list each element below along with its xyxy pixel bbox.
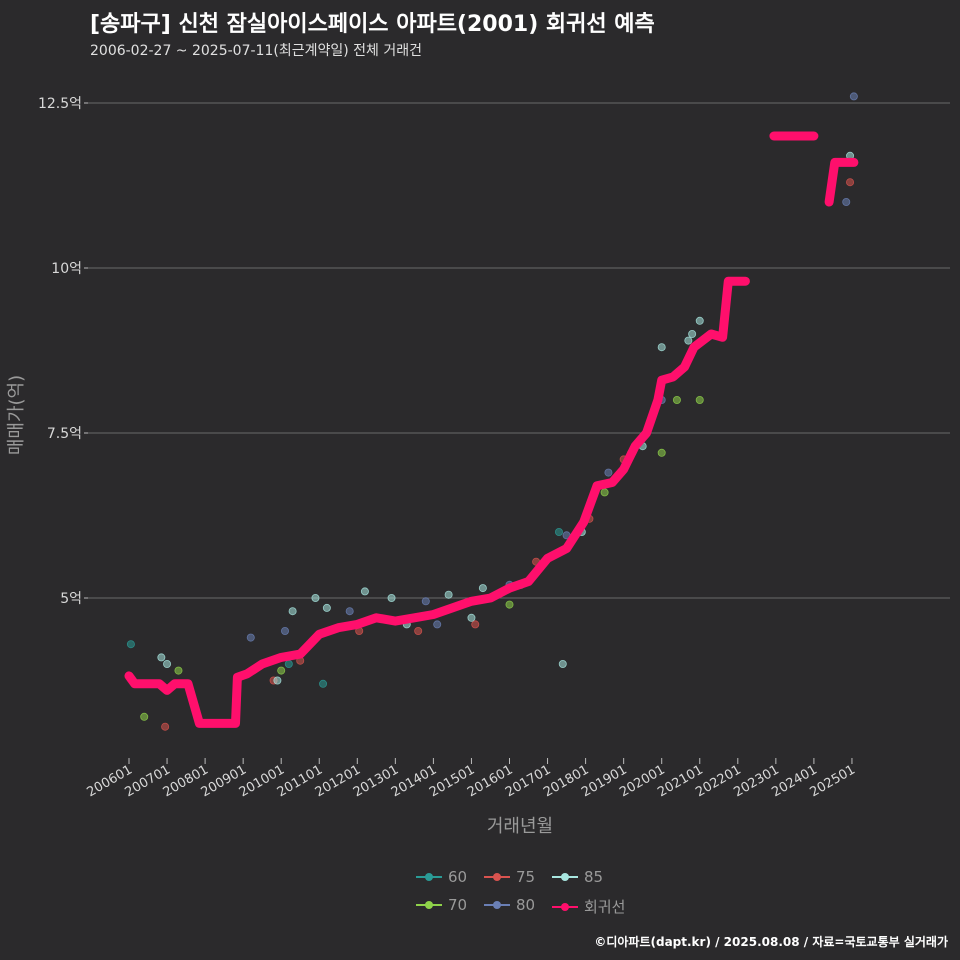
regression-line	[124, 276, 750, 728]
legend-swatch-75	[484, 870, 510, 884]
legend-swatch-70	[416, 898, 442, 912]
legend-swatch-regression	[552, 900, 578, 914]
data-point-80	[433, 620, 442, 629]
source-caption: ©디아파트(dapt.kr) / 2025.08.08 / 자료=국토교통부 실…	[594, 935, 948, 949]
data-point-85	[657, 343, 666, 352]
legend-label-75: 75	[516, 868, 536, 886]
data-point-85	[288, 607, 297, 616]
legend-item-85[interactable]: 85	[552, 868, 603, 886]
data-point-85	[688, 329, 697, 338]
data-point-75	[846, 178, 855, 187]
data-point-85	[478, 584, 487, 593]
data-point-80	[421, 597, 430, 606]
legend-label-60: 60	[448, 868, 468, 886]
data-point-60	[284, 660, 293, 669]
legend-item-75[interactable]: 75	[484, 868, 535, 886]
data-point-70	[600, 488, 609, 497]
data-point-85	[311, 594, 320, 603]
data-point-70	[657, 448, 666, 457]
data-point-60	[126, 640, 135, 649]
data-point-85	[387, 594, 396, 603]
legend-label-80: 80	[516, 896, 536, 914]
x-axis-title: 거래년월	[487, 816, 553, 837]
y-tick-label: 5억	[60, 591, 82, 607]
y-tick-label: 7.5억	[47, 426, 82, 442]
data-point-70	[140, 712, 149, 721]
legend-label-70: 70	[448, 896, 468, 914]
legend-item-60[interactable]: 60	[416, 868, 467, 886]
data-point-80	[604, 468, 613, 477]
y-axis-title: 매매가(억)	[6, 375, 27, 455]
data-point-85	[163, 660, 172, 669]
legend-swatch-60	[416, 870, 442, 884]
y-tick-label: 10억	[51, 261, 82, 277]
data-point-80	[842, 197, 851, 206]
data-point-75	[414, 627, 423, 636]
legend-item-regression[interactable]: 회귀선	[552, 896, 625, 917]
data-point-80	[849, 92, 858, 101]
data-point-70	[505, 600, 514, 609]
data-point-85	[695, 316, 704, 325]
data-point-85	[157, 653, 166, 662]
chart-subtitle: 2006-02-27 ~ 2025-07-11(최근계약일) 전체 거래건	[90, 43, 422, 59]
legend-label-85: 85	[584, 868, 604, 886]
data-point-75	[161, 722, 170, 731]
data-point-80	[281, 627, 290, 636]
legend-swatch-85	[552, 870, 578, 884]
regression-line	[824, 157, 859, 207]
legend-swatch-80	[484, 898, 510, 912]
data-point-85	[684, 336, 693, 345]
data-point-60	[319, 679, 328, 688]
data-point-80	[246, 633, 255, 642]
data-point-85	[444, 590, 453, 599]
data-point-85	[558, 660, 567, 669]
data-point-70	[672, 395, 681, 404]
data-point-85	[360, 587, 369, 596]
data-point-75	[471, 620, 480, 629]
data-point-60	[554, 528, 563, 537]
data-point-80	[345, 607, 354, 616]
y-tick-label: 12.5억	[38, 96, 82, 112]
legend-item-80[interactable]: 80	[484, 896, 535, 914]
data-point-70	[695, 395, 704, 404]
legend-item-70[interactable]: 70	[416, 896, 467, 914]
data-point-85	[273, 676, 282, 685]
data-point-70	[277, 666, 286, 675]
data-point-85	[322, 603, 331, 612]
data-point-70	[174, 666, 183, 675]
data-point-85	[467, 613, 476, 622]
chart-title: [송파구] 신천 잠실아이스페이스 아파트(2001) 회귀선 예측	[90, 12, 655, 37]
legend-label-regression: 회귀선	[584, 898, 626, 916]
